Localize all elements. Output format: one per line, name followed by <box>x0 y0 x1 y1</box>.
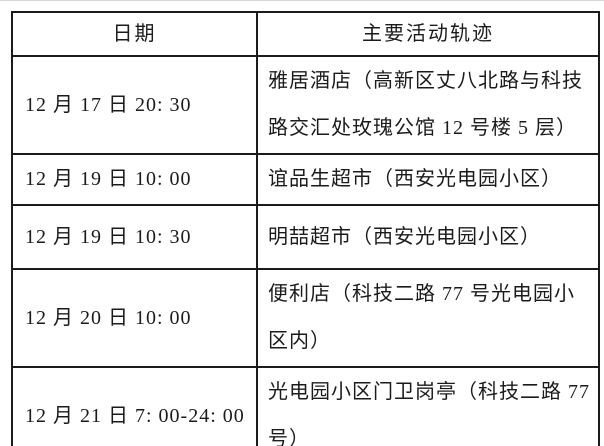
track-cell: 明喆超市（西安光电园小区） <box>256 204 600 270</box>
table-row: 12 月 20 日 10: 00 便利店（科技二路 77 号光电园小区内） <box>11 268 600 368</box>
track-cell: 光电园小区门卫岗亭（科技二路 77 号） <box>256 366 600 446</box>
track-cell: 便利店（科技二路 77 号光电园小区内） <box>256 268 600 368</box>
header-date: 日期 <box>11 11 258 57</box>
header-track: 主要活动轨迹 <box>256 11 600 57</box>
track-cell: 雅居酒店（高新区丈八北路与科技路交汇处玫瑰公馆 12 号楼 5 层） <box>256 55 600 155</box>
table-header-row: 日期 主要活动轨迹 <box>11 11 600 57</box>
table-row: 12 月 17 日 20: 30 雅居酒店（高新区丈八北路与科技路交汇处玫瑰公馆… <box>11 55 600 155</box>
activity-table: 日期 主要活动轨迹 12 月 17 日 20: 30 雅居酒店（高新区丈八北路与… <box>11 11 600 446</box>
table-row: 12 月 21 日 7: 00-24: 00 光电园小区门卫岗亭（科技二路 77… <box>11 366 600 446</box>
track-cell: 谊品生超市（西安光电园小区） <box>256 153 600 206</box>
date-cell: 12 月 20 日 10: 00 <box>11 268 258 368</box>
date-cell: 12 月 21 日 7: 00-24: 00 <box>11 366 258 446</box>
date-cell: 12 月 19 日 10: 30 <box>11 204 258 270</box>
table-row: 12 月 19 日 10: 00 谊品生超市（西安光电园小区） <box>11 153 600 206</box>
date-cell: 12 月 17 日 20: 30 <box>11 55 258 155</box>
date-cell: 12 月 19 日 10: 00 <box>11 153 258 206</box>
table-row: 12 月 19 日 10: 30 明喆超市（西安光电园小区） <box>11 204 600 270</box>
